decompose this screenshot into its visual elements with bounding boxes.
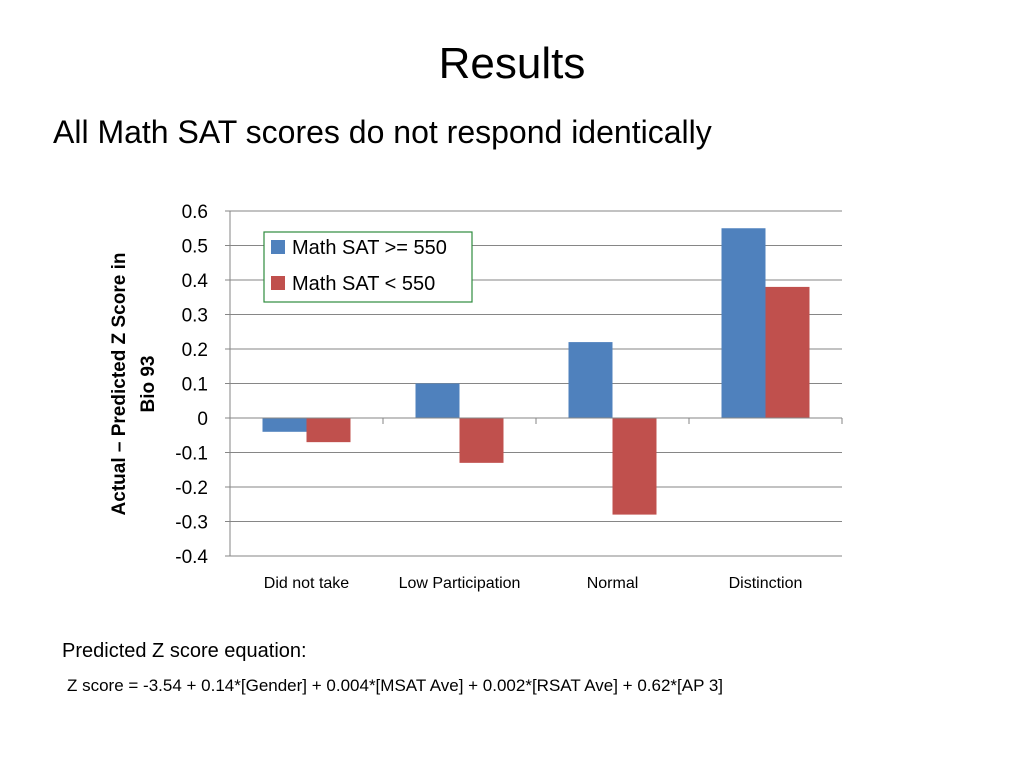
bar-math-sat-below-550 [306,418,351,443]
bar-math-sat-below-550 [459,418,504,463]
bar-math-sat-550-plus [721,228,766,418]
y-tick-label: 0.2 [182,340,208,361]
bar-math-sat-below-550 [765,286,810,418]
y-axis-label: Bio 93 [138,355,159,412]
y-tick-label: 0.4 [182,271,209,292]
equation-label: Predicted Z score equation: [62,640,307,662]
axis-layer [225,210,843,557]
y-tick-label: 0.6 [182,202,208,223]
y-tick-label: -0.2 [175,478,208,499]
slide-subtitle: All Math SAT scores do not respond ident… [53,114,712,150]
y-tick-label: -0.1 [175,444,208,465]
x-tick-label: Distinction [729,575,803,592]
legend-layer: Math SAT >= 550 Math SAT < 550 [263,231,473,303]
y-tick-label: 0 [197,409,208,430]
bar-math-sat-below-550 [612,418,657,515]
label-layer: 0.6 0.5 0.4 0.3 0.2 0.1 0 -0.1 -0.2 -0.3 -0.4 Did n… [109,202,802,592]
slide-title: Results [438,39,586,88]
equation-text: Z score = -3.54 + 0.14*[Gender] + 0.004*… [67,676,724,695]
legend-swatch [271,276,285,290]
y-tick-label: -0.4 [175,547,208,568]
y-tick-label: 0.1 [182,375,208,396]
y-tick-label: -0.3 [175,513,208,534]
legend-label: Math SAT < 550 [292,273,435,295]
y-axis-label: Actual – Predicted Z Score in [109,253,130,516]
x-tick-label: Did not take [264,575,349,592]
bar-math-sat-550-plus [415,383,460,418]
y-tick-label: 0.3 [182,306,208,327]
legend-label: Math SAT >= 550 [292,237,447,259]
legend-box [263,231,473,303]
x-tick-label: Low Participation [399,575,521,592]
legend-swatch [271,240,285,254]
bar-math-sat-550-plus [568,342,613,418]
bar-layer [262,228,810,515]
bar-math-sat-550-plus [262,418,307,432]
y-tick-label: 0.5 [182,237,208,258]
x-tick-label: Normal [587,575,639,592]
